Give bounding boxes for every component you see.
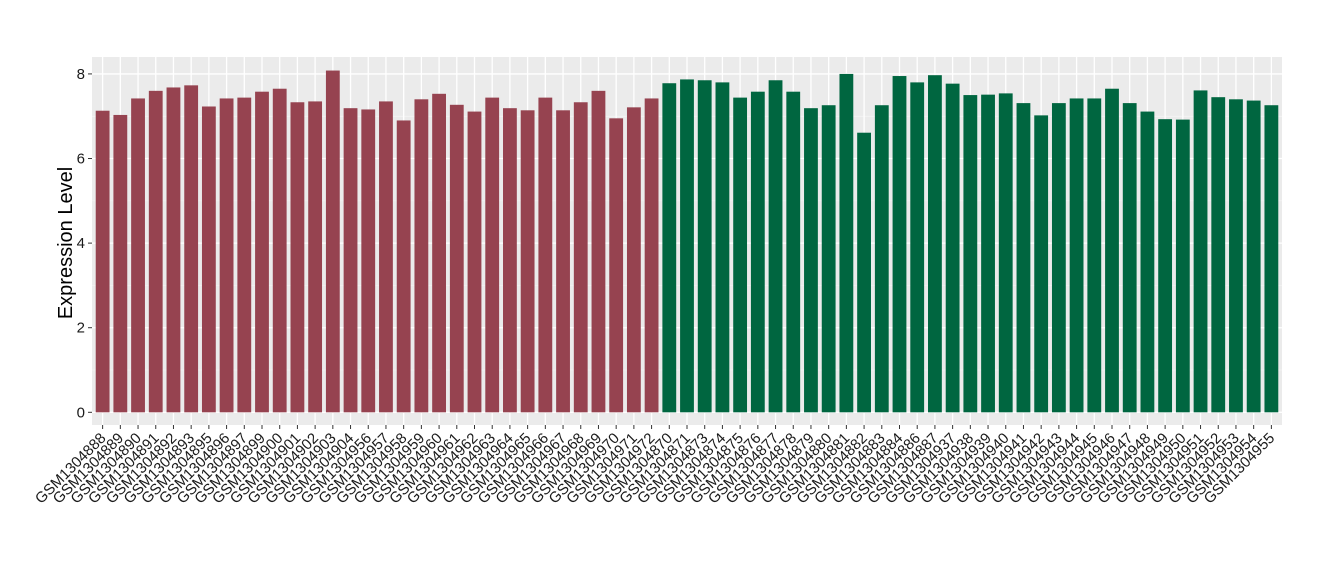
bar-GSM1304871 [680, 79, 694, 413]
bar-GSM1304969 [591, 90, 606, 413]
bar-GSM1304900 [272, 88, 287, 413]
bar-GSM1304902 [308, 101, 323, 413]
bar-GSM1304888 [95, 110, 110, 413]
bar-GSM1304875 [733, 97, 748, 413]
bar-GSM1304946 [1105, 88, 1119, 413]
bar-GSM1304889 [113, 114, 128, 413]
y-axis: 0 2 4 6 8 [77, 66, 92, 421]
bar-GSM1304893 [184, 85, 199, 413]
bar-GSM1304954 [1246, 100, 1261, 413]
bar-GSM1304941 [1016, 103, 1031, 413]
bar-GSM1304880 [821, 105, 836, 413]
y-tick-label: 2 [77, 320, 85, 337]
bar-GSM1304961 [449, 104, 464, 413]
bar-GSM1304891 [148, 90, 163, 413]
bar-GSM1304971 [626, 107, 641, 413]
x-axis: GSM1304888GSM1304889GSM1304890GSM1304891… [32, 425, 1278, 507]
bar-GSM1304938 [963, 95, 978, 413]
bar-GSM1304970 [609, 118, 624, 413]
bar-GSM1304903 [325, 70, 340, 413]
bar-GSM1304968 [573, 102, 588, 413]
bar-GSM1304895 [201, 106, 216, 413]
bar-GSM1304940 [998, 93, 1013, 413]
bar-GSM1304943 [1051, 103, 1066, 413]
bar-GSM1304957 [379, 101, 393, 413]
bar-GSM1304949 [1158, 119, 1173, 413]
bar-GSM1304939 [981, 94, 995, 413]
bar-GSM1304937 [945, 83, 960, 413]
bar-GSM1304887 [928, 75, 942, 413]
y-tick-label: 0 [77, 404, 85, 421]
bar-GSM1304879 [804, 108, 818, 413]
bar-GSM1304942 [1034, 115, 1049, 413]
bar-GSM1304896 [219, 98, 234, 413]
bar-GSM1304901 [290, 102, 305, 413]
y-tick-label: 4 [77, 235, 85, 252]
bar-GSM1304886 [910, 82, 925, 413]
bar-GSM1304953 [1229, 99, 1243, 413]
bar-GSM1304958 [396, 120, 411, 413]
y-tick-label: 8 [77, 66, 85, 83]
bar-GSM1304878 [786, 91, 801, 413]
y-tick-label: 6 [77, 151, 85, 168]
bar-GSM1304950 [1175, 119, 1190, 413]
bar-GSM1304897 [237, 97, 252, 413]
bar-GSM1304877 [768, 80, 783, 413]
bar-GSM1304892 [166, 87, 181, 413]
bar-GSM1304890 [131, 98, 145, 413]
bar-GSM1304874 [715, 82, 730, 413]
y-axis-title: Expression Level [55, 167, 77, 319]
bar-GSM1304899 [255, 91, 269, 413]
bar-GSM1304967 [556, 110, 570, 413]
bar-GSM1304959 [414, 99, 429, 413]
bar-GSM1304904 [343, 108, 358, 413]
bar-GSM1304870 [662, 83, 677, 413]
bar-GSM1304952 [1211, 97, 1226, 413]
bar-GSM1304956 [361, 109, 376, 413]
bar-GSM1304883 [874, 105, 889, 413]
bar-GSM1304964 [503, 108, 517, 413]
bar-GSM1304966 [538, 97, 553, 413]
bar-GSM1304873 [697, 80, 712, 413]
bar-GSM1304963 [485, 97, 500, 413]
bar-GSM1304881 [839, 73, 854, 413]
bar-GSM1304960 [432, 93, 446, 413]
bars [95, 70, 1279, 413]
bar-GSM1304945 [1087, 98, 1102, 413]
bar-GSM1304965 [520, 110, 535, 413]
bar-GSM1304884 [892, 76, 907, 413]
bar-GSM1304876 [750, 91, 765, 413]
bar-GSM1304882 [857, 132, 871, 413]
bar-GSM1304955 [1264, 105, 1279, 413]
bar-GSM1304944 [1069, 98, 1084, 413]
bar-GSM1304948 [1140, 111, 1155, 413]
bar-GSM1304951 [1193, 90, 1208, 413]
bar-GSM1304947 [1122, 103, 1137, 413]
bar-GSM1304972 [644, 98, 659, 413]
bar-GSM1304962 [467, 111, 482, 413]
